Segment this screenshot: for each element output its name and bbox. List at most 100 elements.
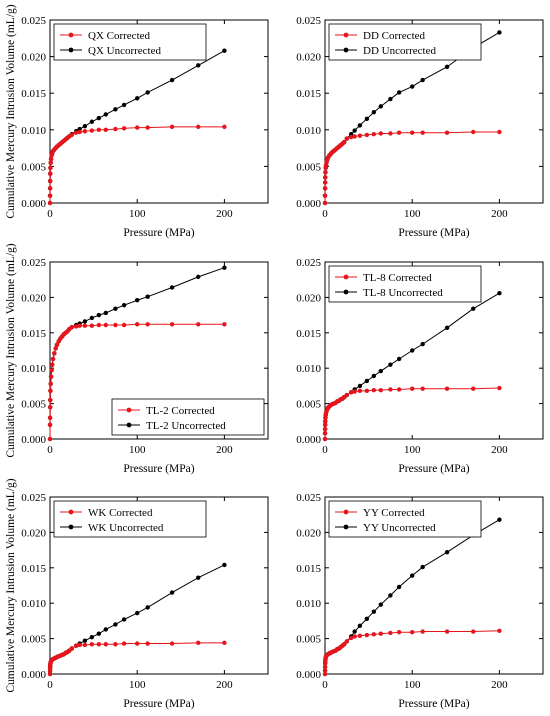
y-tick-label: 0.025	[296, 492, 321, 504]
data-point	[497, 129, 502, 135]
data-point	[322, 193, 328, 198]
data-point	[47, 186, 53, 191]
data-point	[82, 642, 88, 648]
data-point	[323, 175, 328, 180]
y-tick-label: 0.015	[21, 563, 46, 575]
x-tick-label: 0	[322, 679, 328, 691]
x-tick-label: 100	[129, 208, 146, 220]
legend-label: WK Uncorrected	[88, 522, 164, 534]
data-point	[396, 356, 402, 362]
data-point	[48, 165, 53, 171]
data-point	[371, 110, 377, 115]
data-point	[48, 374, 54, 379]
y-tick-label: 0.015	[21, 328, 46, 340]
data-point	[344, 639, 349, 644]
data-point	[348, 635, 354, 641]
legend-swatch-marker	[343, 47, 349, 53]
data-point	[145, 605, 150, 610]
data-point	[444, 629, 450, 634]
data-point	[113, 642, 118, 647]
legend-swatch-marker	[68, 509, 74, 515]
data-point	[47, 422, 53, 428]
data-point	[48, 171, 53, 176]
chart-panel-3: 0.000 0.005 0.010 0.015 0.020 0.025 0 100 200 Pre…	[5, 243, 269, 475]
data-point	[103, 310, 109, 316]
data-point	[348, 134, 354, 140]
data-point	[222, 322, 227, 327]
data-point	[77, 129, 82, 135]
data-point	[322, 422, 328, 428]
series-qx-corrected	[47, 124, 227, 206]
data-point	[410, 130, 415, 135]
data-point	[357, 383, 363, 389]
plot-frame	[49, 261, 269, 440]
legend: YY Corrected YY Uncorrected	[328, 500, 482, 538]
y-tick-label: 0.000	[21, 198, 46, 210]
legend: TL-2 Corrected TL-2 Uncorrected	[111, 398, 265, 436]
data-point	[82, 123, 88, 129]
data-point	[420, 564, 425, 570]
data-point	[89, 119, 95, 124]
data-point	[322, 186, 328, 191]
data-point	[103, 112, 109, 117]
data-point	[357, 623, 363, 629]
data-point	[471, 129, 476, 135]
data-point	[322, 436, 328, 442]
data-point	[388, 387, 393, 392]
y-axis-title: Cumulative Mercury Intrusion Volume (mL/…	[5, 243, 17, 457]
data-point	[323, 419, 328, 424]
data-point	[135, 125, 140, 130]
x-tick-label: 0	[47, 444, 53, 456]
data-point	[371, 632, 377, 637]
data-point	[378, 104, 384, 109]
data-point	[69, 324, 75, 330]
x-tick-label: 100	[404, 444, 421, 456]
y-tick-label: 0.020	[296, 292, 321, 304]
data-point	[222, 640, 227, 646]
data-point	[357, 388, 363, 394]
data-point	[48, 381, 53, 386]
legend-box	[328, 500, 482, 538]
data-point	[89, 128, 95, 133]
data-point	[47, 415, 53, 420]
x-tick-label: 100	[129, 444, 146, 456]
data-point	[96, 642, 102, 647]
legend-box	[328, 265, 482, 303]
x-axis-title: Pressure (MPa)	[398, 463, 469, 475]
x-tick-label: 200	[491, 444, 508, 456]
data-point	[48, 397, 53, 403]
data-point	[77, 642, 82, 648]
data-point	[471, 629, 476, 634]
y-tick-label: 0.010	[296, 598, 321, 610]
data-point	[410, 573, 415, 578]
data-point	[396, 630, 402, 635]
data-point	[497, 517, 502, 522]
data-point	[497, 628, 502, 634]
legend: QX Corrected QX Uncorrected	[53, 23, 207, 61]
y-axis-title: Cumulative Mercury Intrusion Volume (mL/…	[5, 478, 17, 692]
x-axis-title: Pressure (MPa)	[123, 698, 194, 710]
legend-swatch-marker	[126, 407, 132, 413]
data-point	[471, 386, 476, 391]
legend-swatch-marker	[68, 524, 74, 530]
y-tick-label: 0.015	[296, 88, 321, 100]
data-point	[47, 178, 53, 184]
data-point	[444, 550, 450, 555]
data-point	[410, 348, 415, 353]
x-tick-label: 0	[47, 679, 53, 691]
data-point	[196, 124, 201, 130]
data-point	[50, 356, 56, 362]
plot-frame	[324, 19, 544, 204]
data-point	[322, 668, 328, 673]
data-point	[364, 132, 370, 138]
data-point	[48, 388, 53, 394]
data-point	[444, 325, 450, 331]
data-point	[103, 322, 109, 328]
data-point	[378, 602, 384, 607]
y-tick-label: 0.010	[21, 363, 46, 375]
y-tick-label: 0.010	[21, 125, 46, 137]
y-tick-label: 0.010	[296, 363, 321, 375]
legend-label: YY Uncorrected	[363, 522, 436, 534]
data-point	[47, 436, 53, 442]
